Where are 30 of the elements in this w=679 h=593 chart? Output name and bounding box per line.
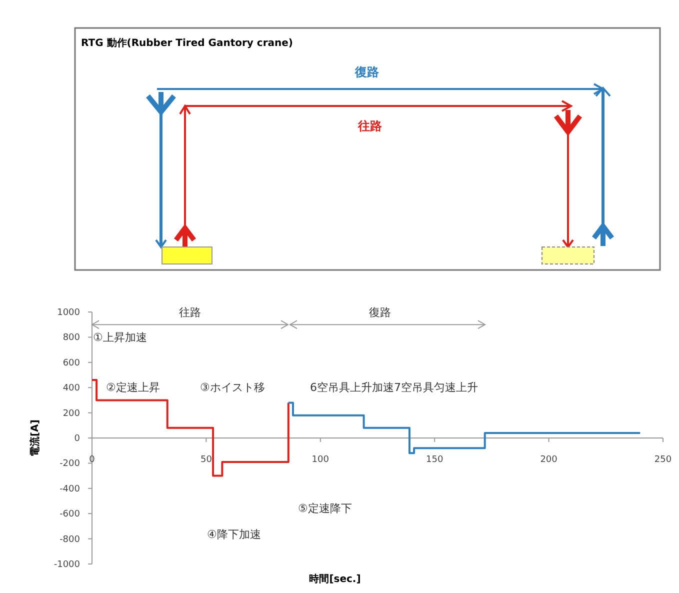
x-tick-label: 250 [654, 455, 672, 465]
y-tick-label: 400 [62, 384, 80, 394]
annotation: 6空吊具上升加速7空吊具匀速上升 [310, 381, 478, 394]
y-tick-label: -400 [60, 484, 80, 494]
annotation: ②定速上昇 [106, 381, 160, 394]
y-axis-title: 電流[A] [29, 420, 41, 456]
x-tick-label: 50 [200, 455, 212, 465]
text: 往路 [357, 119, 383, 133]
y-tick-label: 600 [62, 358, 80, 368]
y-tick-label: -200 [60, 459, 80, 470]
y-tick-label: 200 [62, 408, 80, 419]
y-tick-label: -600 [60, 510, 80, 520]
text: 復路 [354, 65, 380, 79]
y-tick-label: 1000 [57, 308, 80, 318]
annotation: ⑤定速降下 [298, 502, 352, 515]
x-tick-label: 150 [426, 455, 444, 465]
x-tick-label: 100 [312, 455, 330, 465]
x-tick-label: 200 [540, 455, 558, 465]
y-tick-label: -800 [60, 534, 80, 545]
annotation: ③ホイスト移 [200, 381, 265, 394]
y-tick-label: 800 [62, 333, 80, 344]
x-axis-title: 時間[sec.] [309, 573, 361, 585]
y-tick-label: 0 [74, 434, 80, 444]
y-tick-label: -1000 [54, 560, 80, 570]
x-tick-label: 0 [89, 455, 96, 465]
annotation: ①上昇加速 [93, 331, 147, 344]
annotation: 復路 [369, 306, 391, 319]
annotation: 往路 [179, 306, 201, 319]
annotation: ④降下加速 [207, 528, 261, 541]
text: RTG 動作(Rubber Tired Gantory crane) [81, 37, 294, 49]
